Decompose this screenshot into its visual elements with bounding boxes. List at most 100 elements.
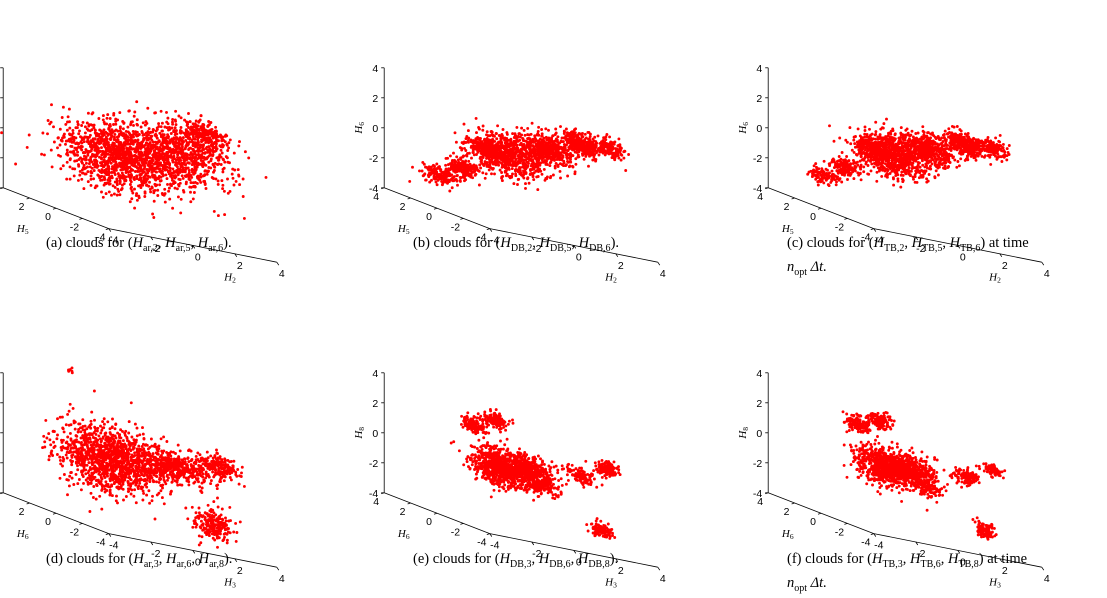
data-point (516, 144, 519, 147)
data-point (130, 147, 133, 150)
data-point (203, 138, 206, 141)
data-point (80, 124, 83, 127)
data-point (559, 177, 562, 180)
data-point (439, 173, 442, 176)
data-point (123, 137, 126, 140)
data-point (914, 173, 917, 176)
data-point (202, 174, 205, 177)
data-point (571, 140, 574, 143)
data-point (201, 146, 204, 149)
data-point (76, 120, 79, 123)
data-point (195, 131, 198, 134)
data-point (82, 187, 85, 190)
data-point (421, 161, 424, 164)
data-point (105, 182, 108, 185)
data-point (69, 178, 72, 181)
data-point (205, 147, 208, 150)
data-point (522, 171, 525, 174)
data-point (116, 130, 119, 133)
data-point (550, 138, 553, 141)
data-point (185, 143, 188, 146)
data-point (475, 117, 478, 120)
data-point (126, 126, 129, 129)
data-point (448, 190, 451, 193)
data-point (113, 147, 116, 150)
data-point (46, 132, 49, 135)
data-point (489, 144, 492, 147)
data-point (50, 103, 53, 106)
data-point (552, 145, 555, 148)
data-point (537, 141, 540, 144)
data-point (125, 175, 128, 178)
data-point (114, 144, 117, 147)
data-point (575, 148, 578, 151)
data-point (192, 185, 195, 188)
data-point (163, 188, 166, 191)
data-point (192, 181, 195, 184)
data-point (870, 169, 873, 172)
data-point (127, 162, 130, 165)
data-point (573, 172, 576, 175)
data-point (192, 122, 195, 125)
data-point (171, 177, 174, 180)
z-tick-label: 2 (756, 93, 762, 105)
data-point (854, 135, 857, 138)
data-point (184, 153, 187, 156)
y-tick-mark (460, 218, 463, 219)
data-point (616, 152, 619, 155)
data-point (859, 160, 862, 163)
data-point (144, 120, 147, 123)
data-point (553, 159, 556, 162)
caption-var: H (500, 235, 510, 251)
caption-sub: DB,6 (589, 243, 610, 254)
data-point (207, 161, 210, 164)
z-tick-label: 2 (372, 93, 378, 105)
data-point (535, 170, 538, 173)
data-point (430, 179, 433, 182)
data-point (529, 139, 532, 142)
data-point (91, 111, 94, 114)
data-point (525, 140, 528, 143)
data-point (200, 159, 203, 162)
data-point (580, 145, 583, 148)
data-point (110, 162, 113, 165)
data-point (478, 170, 481, 173)
data-point (499, 149, 502, 152)
data-point (470, 157, 473, 160)
data-point (57, 137, 60, 140)
data-point (536, 188, 539, 191)
data-point (127, 139, 130, 142)
data-point (565, 138, 568, 141)
z-tick-label: 0 (756, 123, 762, 135)
caption-end: ). (223, 235, 231, 251)
data-point (456, 184, 459, 187)
data-point (485, 172, 488, 175)
data-point (192, 148, 195, 151)
data-point (172, 130, 175, 133)
data-point (77, 132, 80, 135)
data-point (179, 148, 182, 151)
data-point (476, 141, 479, 144)
data-point (463, 123, 466, 126)
data-point (129, 170, 132, 173)
data-point (587, 165, 590, 168)
y-tick-mark (871, 229, 874, 230)
data-point (143, 178, 146, 181)
data-point (538, 146, 541, 149)
caption-end: ). (611, 235, 619, 251)
data-point (232, 177, 235, 180)
data-point (537, 162, 540, 165)
data-point (506, 155, 509, 158)
data-point (486, 161, 489, 164)
data-point (223, 161, 226, 164)
data-point (433, 177, 436, 180)
data-point (114, 123, 117, 126)
data-point (82, 121, 85, 124)
data-point (569, 161, 572, 164)
data-point (145, 174, 148, 177)
data-point (568, 164, 571, 167)
data-point (153, 174, 156, 177)
data-point (237, 144, 240, 147)
data-point (208, 149, 211, 152)
